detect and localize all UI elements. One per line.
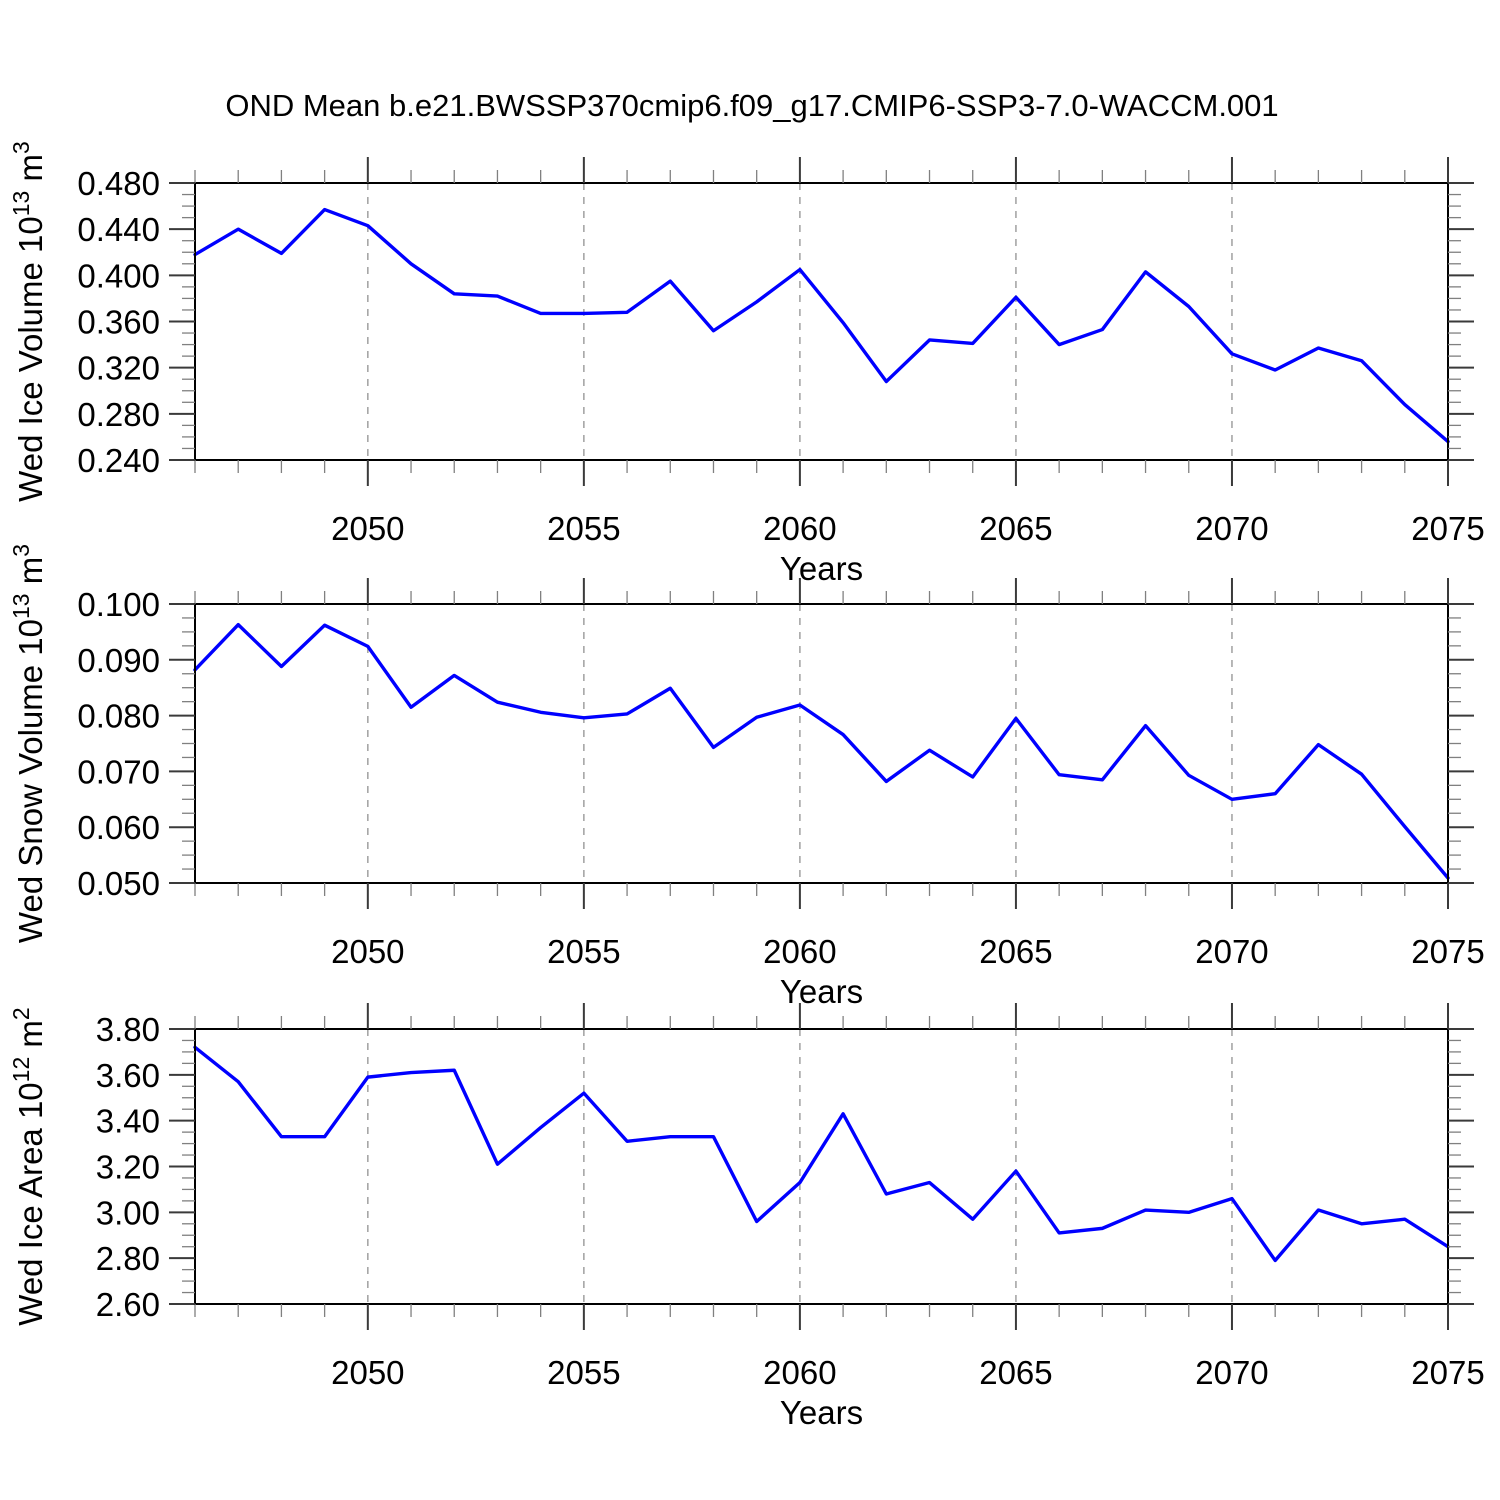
x-tick-label: 2075 [1411,933,1484,970]
ice-volume-line [193,207,1450,444]
x-tick-label: 2050 [331,510,404,547]
y-tick-label: 3.20 [96,1149,160,1186]
x-tick-label: 2070 [1195,933,1268,970]
y-tick-label: 0.280 [77,396,160,433]
x-tick-label: 2075 [1411,1354,1484,1391]
x-tick-label: 2070 [1195,1354,1268,1391]
panel-ice-area: 2.60 2.80 3.00 3.20 3.40 3.60 3.80 2050 2055 2060… [8,1003,1485,1431]
ice-volume-frame [194,182,1449,461]
y-tick-label: 0.060 [77,809,160,846]
y-tick-label: 2.60 [96,1286,160,1323]
x-axis-title: Years [780,1394,863,1431]
panel-snow-volume: 0.050 0.060 0.070 0.080 0.090 0.100 2050 2055 20… [8,544,1485,1010]
y-axis-title: Wed Ice Volume 1013 m3 [8,141,49,502]
y-tick-label: 0.440 [77,211,160,248]
y-axis-title: Wed Ice Area 1012 m2 [8,1007,49,1325]
x-tick-label: 2075 [1411,510,1484,547]
y-tick-label: 0.240 [77,442,160,479]
x-axis-title: Years [780,550,863,587]
x-tick-label: 2050 [331,1354,404,1391]
y-tick-label: 3.40 [96,1103,160,1140]
x-tick-label: 2055 [547,510,620,547]
snow-volume-frame [194,603,1449,884]
x-tick-label: 2070 [1195,510,1268,547]
x-tick-label: 2060 [763,1354,836,1391]
y-tick-label: 3.60 [96,1057,160,1094]
ice-area-frame [194,1028,1449,1305]
y-axis-title: Wed Snow Volume 1013 m3 [8,544,49,943]
ice-area-line [193,1045,1450,1263]
chart-title: OND Mean b.e21.BWSSP370cmip6.f09_g17.CMI… [225,88,1279,123]
x-tick-label: 2055 [547,1354,620,1391]
y-tick-label: 0.360 [77,304,160,341]
y-tick-label: 2.80 [96,1240,160,1277]
x-tick-label: 2055 [547,933,620,970]
x-tick-label: 2065 [979,1354,1052,1391]
x-tick-label: 2050 [331,933,404,970]
x-tick-label: 2060 [763,933,836,970]
y-tick-label: 3.80 [96,1011,160,1048]
y-tick-label: 3.00 [96,1194,160,1231]
panel-ice-volume: 0.240 0.280 0.320 0.360 0.400 0.440 0.480 2050 2… [8,141,1485,587]
x-tick-label: 2065 [979,510,1052,547]
y-tick-label: 0.480 [77,165,160,202]
x-axis-title: Years [780,973,863,1010]
y-tick-label: 0.400 [77,257,160,294]
y-tick-label: 0.100 [77,586,160,623]
y-tick-label: 0.070 [77,753,160,790]
y-tick-label: 0.080 [77,698,160,735]
x-tick-label: 2065 [979,933,1052,970]
y-tick-label: 0.050 [77,865,160,902]
snow-volume-line [193,622,1450,880]
x-tick-label: 2060 [763,510,836,547]
y-tick-label: 0.090 [77,642,160,679]
y-tick-label: 0.320 [77,350,160,387]
